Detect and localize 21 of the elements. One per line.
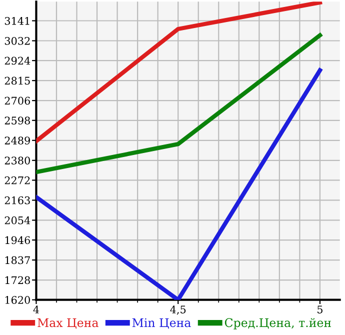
y-tick-label: 1946 xyxy=(5,236,30,244)
y-tick-label: 3032 xyxy=(4,36,30,45)
y-tick-label: 2706 xyxy=(4,96,30,105)
x-tick-label: 4,5 xyxy=(170,306,186,315)
y-tick-label: 1728 xyxy=(5,276,30,284)
y-tick-label: 2815 xyxy=(4,76,30,85)
legend-label: Сред.Цена, т.йен xyxy=(224,318,331,330)
y-tick-label: 1837 xyxy=(5,256,30,264)
y-tick-label: 2598 xyxy=(4,116,30,124)
y-tick-label: 2489 xyxy=(4,136,30,144)
y-tick-label: 2380 xyxy=(4,156,30,164)
y-tick-label: 3141 xyxy=(4,16,30,25)
y-tick-label: 1620 xyxy=(5,296,30,304)
x-tick-label: 4 xyxy=(33,306,40,314)
legend-label: Min Цена xyxy=(132,318,191,329)
y-tick-label: 2924 xyxy=(4,56,30,65)
y-tick-label: 2054 xyxy=(4,216,30,224)
y-tick-label: 2272 xyxy=(4,176,30,184)
legend-label: Max Цена xyxy=(38,318,98,329)
y-tick-label: 2163 xyxy=(4,196,30,204)
x-tick-label: 5 xyxy=(318,306,322,314)
